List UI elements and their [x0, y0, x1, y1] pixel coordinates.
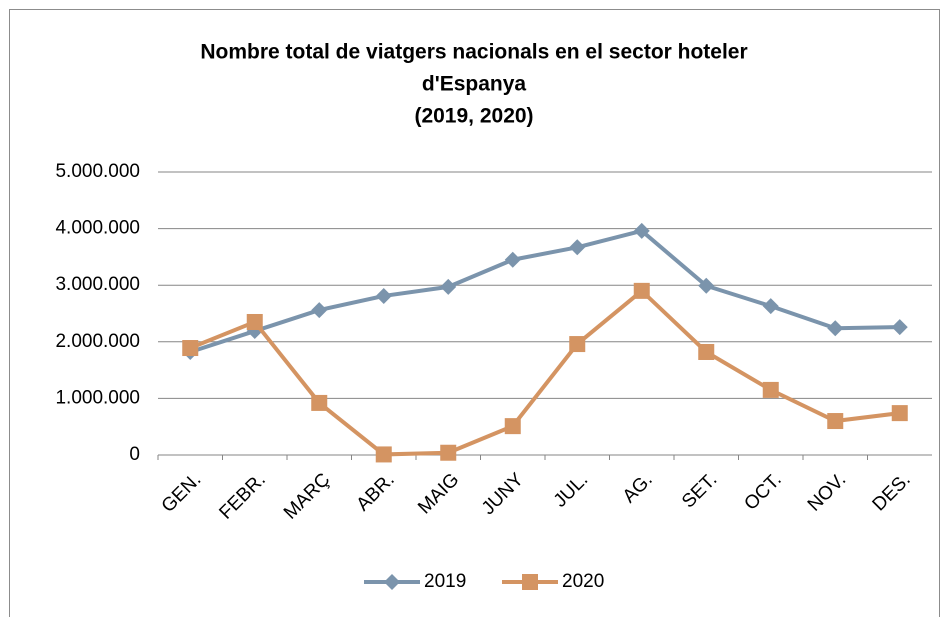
- line: [189, 228, 900, 354]
- y-tick-label: 5.000.000: [55, 161, 140, 182]
- marker: [633, 282, 650, 299]
- marker: [182, 340, 199, 357]
- marker: [827, 413, 844, 430]
- marker: [569, 336, 586, 353]
- marker: [762, 298, 779, 315]
- y-tick-label: 1.000.000: [55, 387, 140, 408]
- marker: [827, 320, 844, 337]
- marker: [569, 239, 586, 256]
- marker: [375, 287, 392, 304]
- marker: [762, 381, 779, 398]
- legend-label: 2020: [562, 571, 604, 592]
- marker: [891, 405, 908, 422]
- marker: [375, 446, 392, 463]
- marker: [698, 343, 715, 360]
- marker: [698, 277, 715, 294]
- legend-label: 2019: [424, 571, 466, 592]
- y-tick-label: 0: [129, 444, 140, 465]
- marker: [440, 444, 457, 461]
- y-tick-label: 4.000.000: [55, 218, 140, 239]
- marker: [633, 222, 650, 239]
- marker: [522, 574, 538, 590]
- y-tick-label: 3.000.000: [55, 274, 140, 295]
- marker: [384, 574, 400, 590]
- marker: [440, 278, 457, 295]
- marker: [891, 319, 908, 336]
- chart-border: [9, 9, 940, 617]
- y-tick-label: 2.000.000: [55, 331, 140, 352]
- chart-title: (2019, 2020): [414, 105, 533, 128]
- marker: [504, 251, 521, 268]
- chart-title: d'Espanya: [422, 73, 527, 96]
- marker: [311, 302, 328, 319]
- line: [189, 288, 900, 457]
- marker: [504, 418, 521, 435]
- marker: [311, 394, 328, 411]
- chart-title: Nombre total de viatgers nacionals en el…: [200, 41, 747, 64]
- marker: [246, 313, 263, 330]
